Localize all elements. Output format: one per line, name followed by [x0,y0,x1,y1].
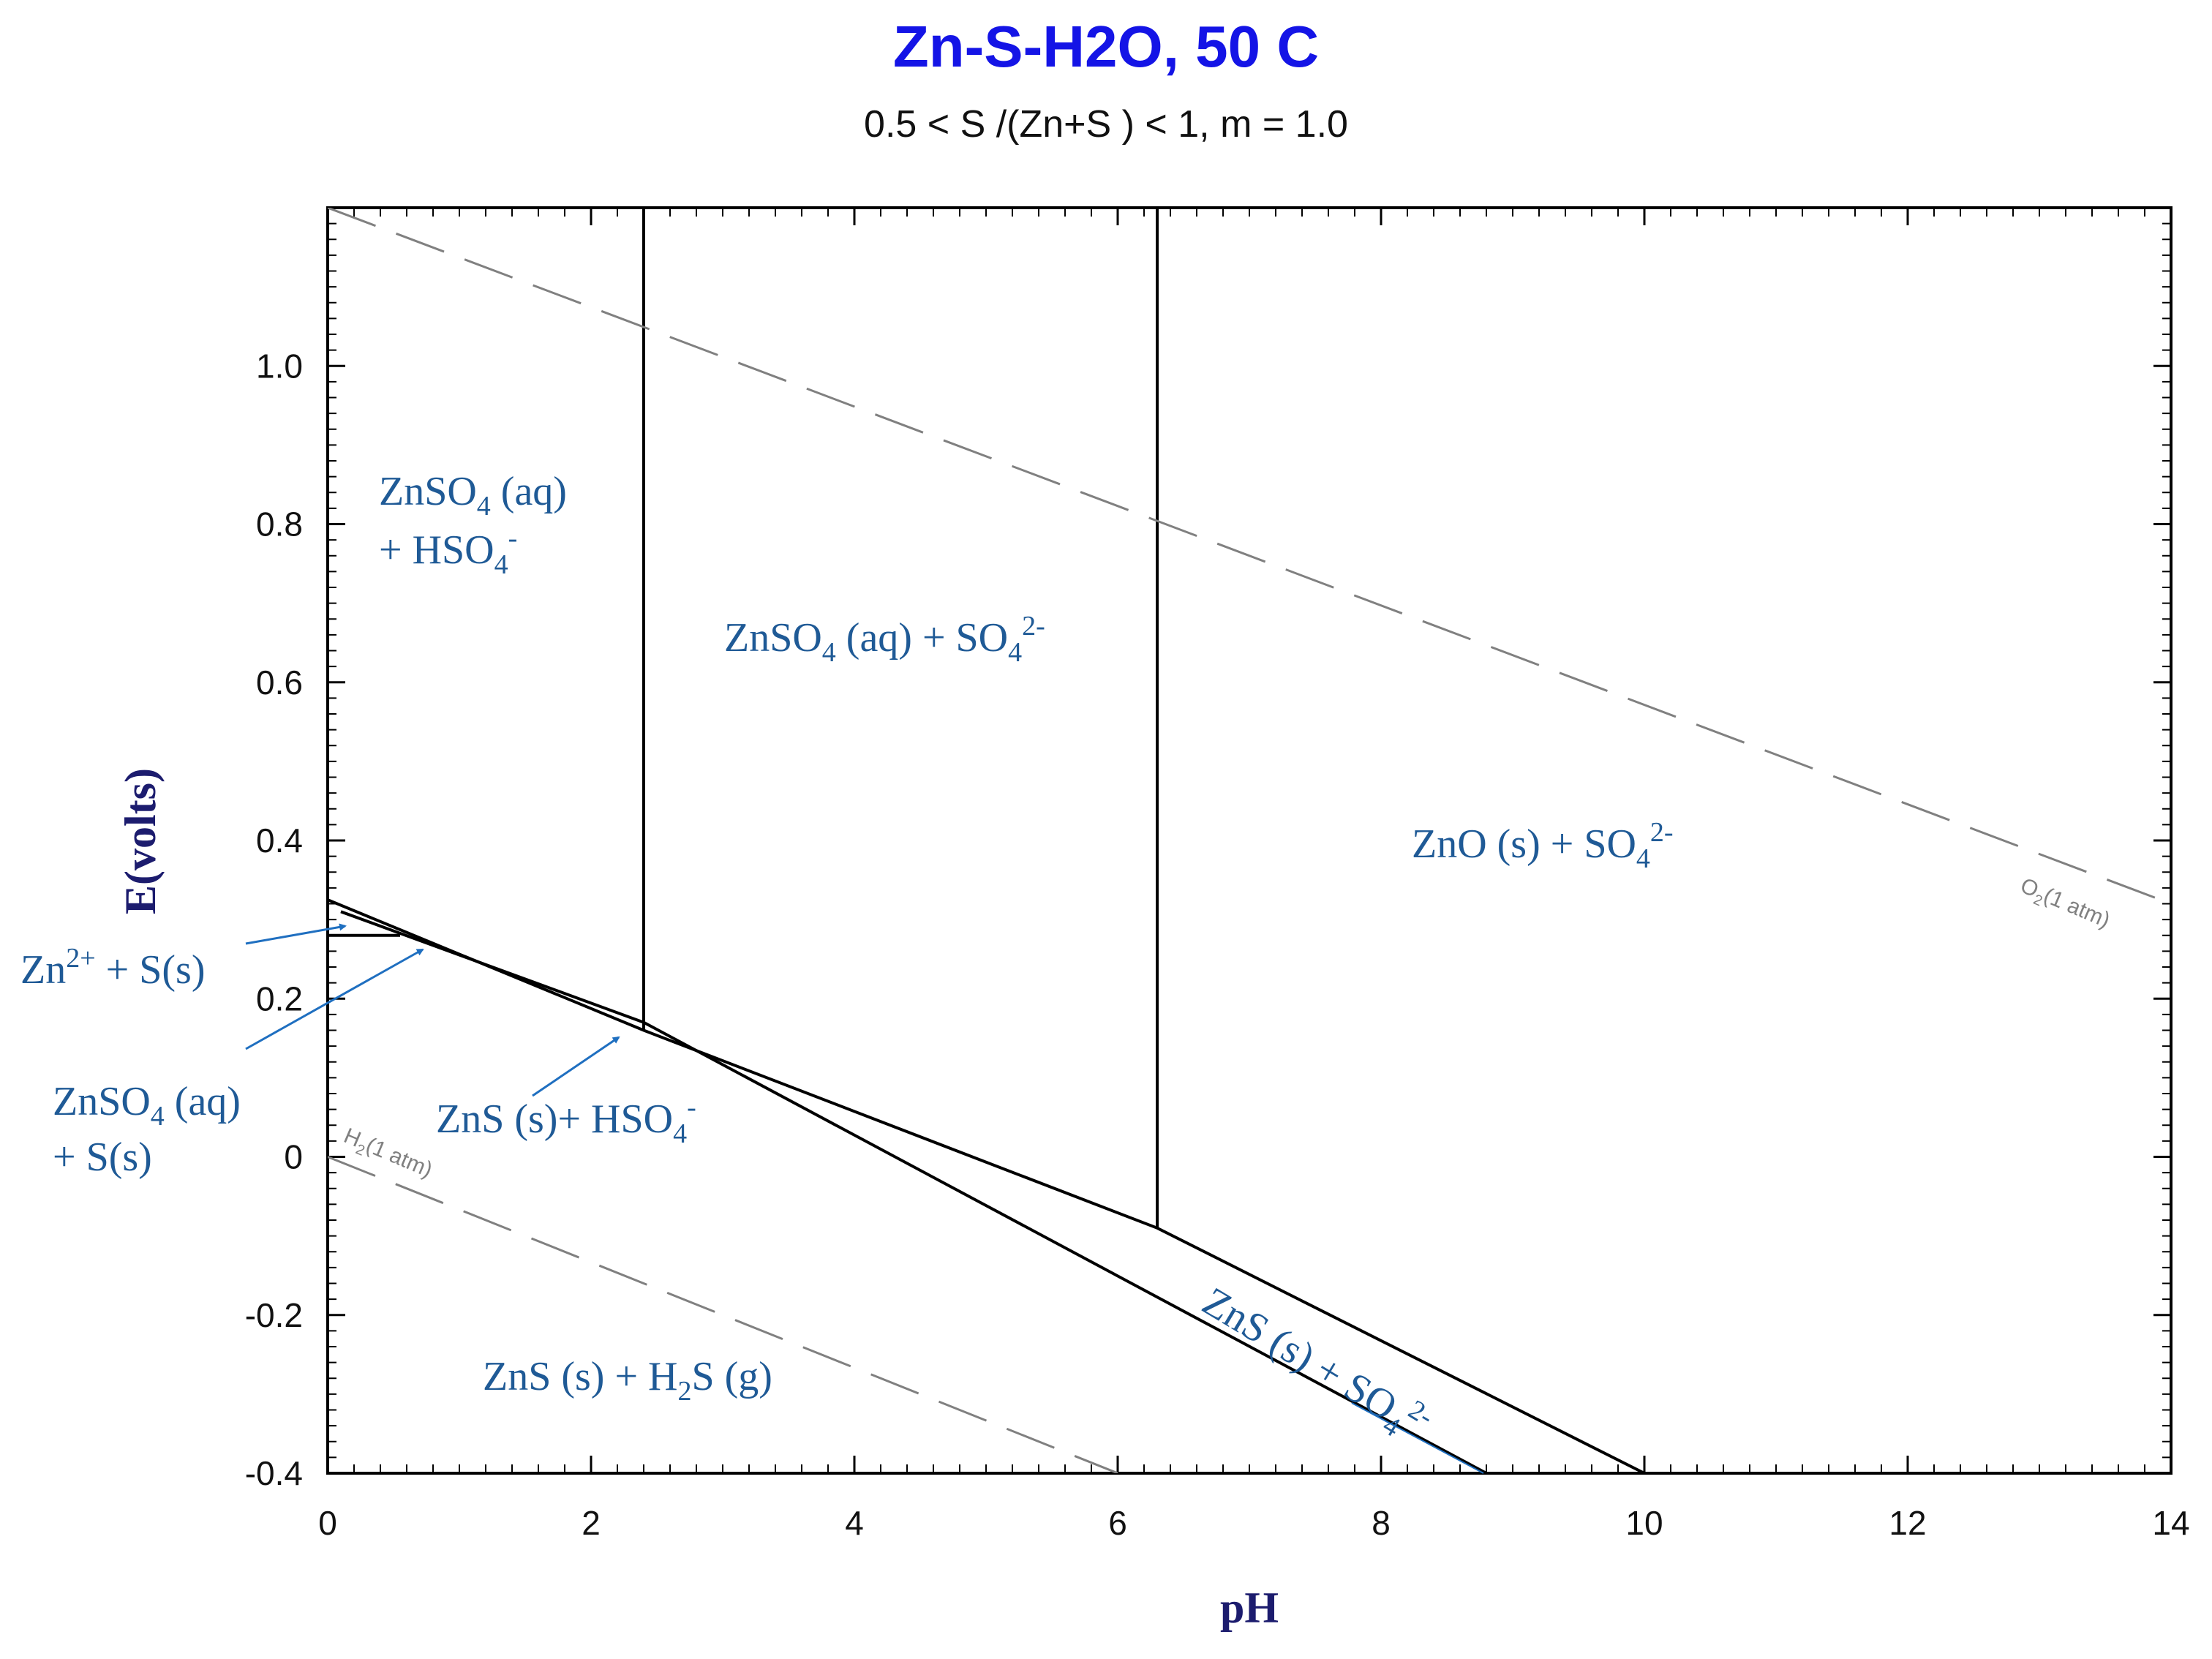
y-tick-label: 0.8 [256,505,303,543]
series-line-o2-1-atm [328,208,2171,905]
leader-zns-so4 [1351,1402,1484,1474]
x-axis-label: pH [1220,1584,1279,1632]
y-tick-label: -0.2 [245,1296,303,1334]
x-tick-label: 0 [318,1504,337,1542]
plot-frame [326,206,2172,1475]
y-tick-label: -0.4 [245,1454,303,1492]
h2-line-label: H2(1 atm) [339,1124,436,1186]
x-tick-label: 4 [845,1504,864,1542]
x-tick-label: 14 [2152,1504,2189,1542]
y-axis-label: E(volts) [116,768,165,914]
region-label-zns-h2s: ZnS (s) + H2S (g) [483,1354,772,1407]
x-tick-label: 2 [582,1504,601,1542]
arrow-zn2-s [245,923,347,945]
x-tick-label: 12 [1889,1504,1926,1542]
arrow-zns-hso4 [532,1036,620,1097]
arrow-znso4-s [245,948,424,1050]
o2-line-label: O2(1 atm) [2015,873,2113,936]
x-tick-label: 6 [1108,1504,1127,1542]
region-label-znso4-s: ZnSO4 (aq) + S(s) [53,1079,241,1180]
y-tick-label: 0 [284,1138,303,1176]
y-tick-label: 1.0 [256,347,303,385]
y-tick-label: 0.4 [256,821,303,859]
chart-title: Zn-S-H2O, 50 C [892,14,1320,79]
x-axis: 0 2 4 6 8 10 12 14 [318,208,2190,1542]
x-tick-label: 8 [1372,1504,1391,1542]
region-label-znso4-so4: ZnSO4 (aq) + SO42- [724,611,1045,668]
region-label-zno-so4: ZnO (s) + SO42- [1412,817,1674,874]
region-label-zn2-s: Zn2+ + S(s) [20,943,205,993]
y-tick-label: 0.2 [256,979,303,1017]
chart-subtitle: 0.5 < S /(Zn+S ) < 1, m = 1.0 [864,103,1348,146]
y-tick-label: 0.6 [256,663,303,701]
series-line-h2-1-atm [328,1156,1118,1473]
region-label-zns-hso4: ZnS (s)+ HSO4- [436,1092,696,1149]
y-axis: -0.4 -0.2 0 0.2 0.4 0.6 0.8 1.0 [245,207,2171,1492]
region-label-znso4-hso4: ZnSO4 (aq) + HSO4- [379,469,567,580]
x-tick-label: 10 [1625,1504,1663,1542]
